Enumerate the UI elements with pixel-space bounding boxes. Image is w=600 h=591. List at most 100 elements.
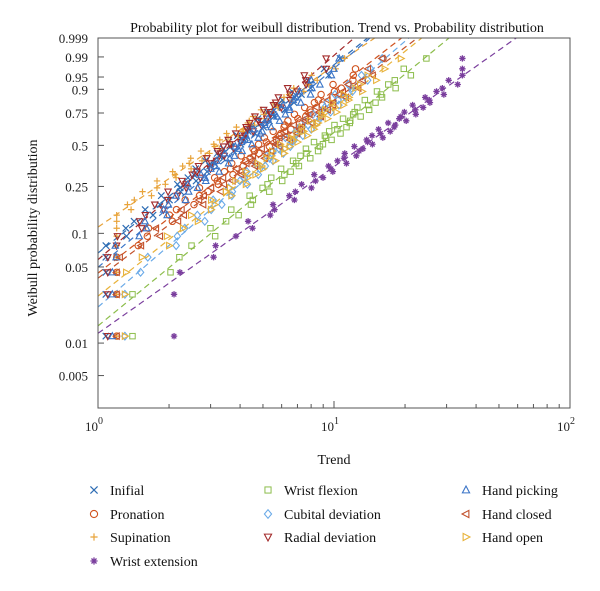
legend-label-inifial: Inifial xyxy=(110,484,144,499)
legend-item-supination: Supination xyxy=(90,531,171,546)
point-supination xyxy=(290,84,297,92)
point-inifial xyxy=(122,224,130,232)
legend-item-pronation: Pronation xyxy=(89,508,164,523)
point-radial-deviation xyxy=(274,94,283,103)
legend-label-hand-picking: Hand picking xyxy=(482,484,558,499)
point-wrist-extension xyxy=(433,88,440,95)
point-pronation xyxy=(165,211,174,219)
point-cubital-deviation xyxy=(217,199,226,210)
point-radial-deviation xyxy=(293,88,302,97)
point-wrist-flexion xyxy=(277,165,285,173)
point-hand-open xyxy=(242,167,251,176)
point-wrist-extension xyxy=(454,81,461,88)
point-wrist-flexion xyxy=(354,104,361,111)
point-wrist-extension xyxy=(340,155,348,162)
point-hand-open xyxy=(373,76,381,85)
point-wrist-extension xyxy=(232,232,240,240)
point-radial-deviation xyxy=(250,113,260,122)
point-radial-deviation xyxy=(103,269,112,278)
legend-label-radial-deviation: Radial deviation xyxy=(284,531,376,546)
point-hand-picking xyxy=(171,190,181,199)
point-wrist-extension xyxy=(325,162,332,170)
point-radial-deviation xyxy=(271,99,280,108)
point-wrist-extension xyxy=(445,77,452,84)
point-supination xyxy=(187,155,194,162)
point-pronation xyxy=(329,80,337,89)
point-radial-deviation xyxy=(301,77,310,85)
point-hand-picking xyxy=(224,158,233,167)
point-hand-picking xyxy=(269,107,278,116)
legend-marker-hand-open xyxy=(462,532,472,542)
y-tick-label: 0.01 xyxy=(65,336,88,351)
point-radial-deviation xyxy=(283,85,292,93)
legend-item-radial-deviation: Radial deviation xyxy=(263,531,376,546)
point-wrist-extension xyxy=(353,152,360,160)
point-hand-open xyxy=(306,116,315,125)
point-hand-picking xyxy=(159,204,168,213)
point-hand-open xyxy=(345,93,354,102)
fit-line-hand-picking xyxy=(98,38,371,268)
point-hand-closed xyxy=(323,105,331,114)
point-cubital-deviation xyxy=(180,223,189,233)
point-wrist-extension xyxy=(459,65,466,73)
legend-marker-supination xyxy=(90,533,98,541)
point-hand-open xyxy=(322,105,330,114)
point-hand-picking xyxy=(291,92,301,101)
point-wrist-extension xyxy=(402,117,410,125)
point-wrist-extension xyxy=(291,196,298,204)
point-hand-picking xyxy=(327,70,336,79)
point-wrist-flexion xyxy=(328,136,335,144)
point-wrist-extension xyxy=(210,254,217,261)
point-wrist-extension xyxy=(412,111,420,118)
point-wrist-flexion xyxy=(407,72,415,79)
point-wrist-flexion xyxy=(339,115,347,122)
point-radial-deviation xyxy=(300,72,309,81)
y-tick-label: 0.99 xyxy=(65,50,88,65)
point-radial-deviation xyxy=(196,174,205,183)
point-supination xyxy=(153,184,161,192)
point-radial-deviation xyxy=(163,188,173,197)
y-tick-label: 0.999 xyxy=(59,31,88,46)
point-supination xyxy=(314,77,321,84)
point-wrist-extension xyxy=(343,160,350,167)
point-wrist-extension xyxy=(397,113,405,120)
point-hand-open xyxy=(293,129,302,138)
point-hand-closed xyxy=(231,164,240,173)
point-hand-picking xyxy=(140,216,150,225)
point-radial-deviation xyxy=(240,132,249,141)
point-hand-picking xyxy=(135,231,144,240)
point-supination xyxy=(233,123,240,131)
point-hand-picking xyxy=(164,199,173,208)
point-wrist-extension xyxy=(379,134,387,141)
legend-item-hand-closed: Hand closed xyxy=(460,508,552,523)
x-axis-label: Trend xyxy=(318,453,351,468)
point-wrist-extension xyxy=(363,136,370,144)
point-hand-picking xyxy=(256,128,265,137)
point-hand-picking xyxy=(212,156,221,164)
point-wrist-extension xyxy=(312,177,319,185)
point-supination xyxy=(139,188,146,195)
point-hand-closed xyxy=(266,146,275,156)
point-wrist-extension xyxy=(286,192,293,199)
legend-marker-hand-picking xyxy=(461,484,471,494)
point-hand-closed xyxy=(206,183,215,192)
point-wrist-flexion xyxy=(266,188,273,195)
point-wrist-flexion xyxy=(365,106,373,114)
point-hand-picking xyxy=(263,113,273,122)
point-radial-deviation xyxy=(285,91,295,100)
point-wrist-flexion xyxy=(319,141,327,148)
point-hand-open xyxy=(397,54,406,63)
point-supination xyxy=(210,141,217,148)
point-wrist-extension xyxy=(401,108,408,116)
point-hand-picking xyxy=(196,169,206,178)
point-hand-picking xyxy=(181,195,190,204)
point-radial-deviation xyxy=(224,136,233,145)
y-tick-label: 0.5 xyxy=(72,138,88,153)
point-wrist-flexion xyxy=(347,117,354,125)
point-hand-open xyxy=(364,71,373,80)
point-inifial xyxy=(141,206,149,214)
point-hand-closed xyxy=(216,187,224,196)
point-pronation xyxy=(349,76,357,85)
point-radial-deviation xyxy=(182,184,191,193)
point-supination xyxy=(148,192,155,199)
